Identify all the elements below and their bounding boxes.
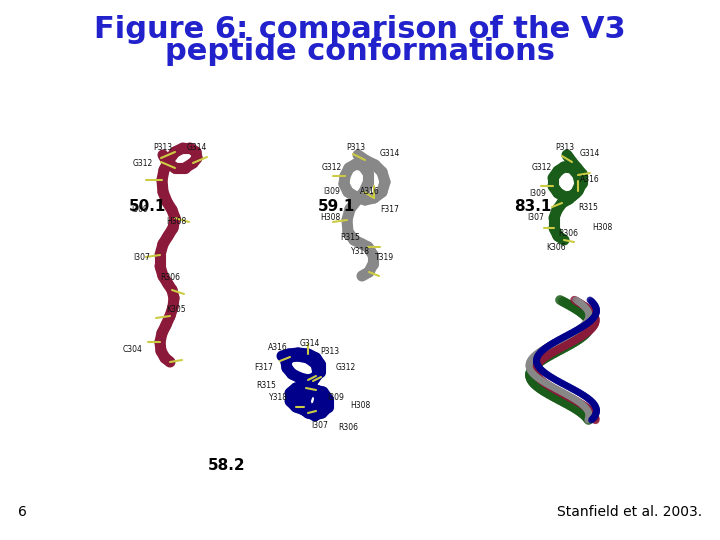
Text: peptide conformations: peptide conformations bbox=[165, 37, 555, 66]
Text: F317: F317 bbox=[381, 206, 400, 214]
Text: Stanfield et al. 2003.: Stanfield et al. 2003. bbox=[557, 505, 702, 519]
Text: G312: G312 bbox=[322, 164, 342, 172]
Text: R306: R306 bbox=[160, 273, 180, 282]
Text: I309: I309 bbox=[328, 394, 344, 402]
Text: A316: A316 bbox=[580, 176, 600, 185]
Text: G312: G312 bbox=[336, 363, 356, 373]
Text: R315: R315 bbox=[340, 233, 360, 242]
Text: H308: H308 bbox=[592, 224, 612, 233]
Text: T319: T319 bbox=[375, 253, 395, 262]
Text: A316: A316 bbox=[268, 343, 288, 353]
Text: 6: 6 bbox=[18, 505, 27, 519]
Text: G314: G314 bbox=[580, 150, 600, 159]
Text: Y318: Y318 bbox=[269, 394, 287, 402]
Text: I307: I307 bbox=[312, 421, 328, 429]
Text: Y318: Y318 bbox=[351, 247, 369, 256]
Text: I309: I309 bbox=[323, 187, 341, 197]
Text: H308: H308 bbox=[166, 218, 186, 226]
Text: G314: G314 bbox=[380, 150, 400, 159]
Text: I307: I307 bbox=[528, 213, 544, 222]
Text: Figure 6: comparison of the V3: Figure 6: comparison of the V3 bbox=[94, 16, 626, 44]
Text: R306: R306 bbox=[338, 423, 358, 433]
Text: 50.1: 50.1 bbox=[129, 199, 166, 214]
Text: 58.2: 58.2 bbox=[208, 458, 246, 473]
Text: G314: G314 bbox=[186, 144, 207, 152]
Text: C304: C304 bbox=[123, 346, 143, 354]
Text: I309: I309 bbox=[132, 206, 148, 214]
Text: P313: P313 bbox=[346, 144, 366, 152]
Text: G312: G312 bbox=[133, 159, 153, 167]
Text: 83.1: 83.1 bbox=[514, 199, 552, 214]
Text: I307: I307 bbox=[134, 253, 150, 262]
Text: R306: R306 bbox=[558, 230, 578, 239]
Text: 59.1: 59.1 bbox=[318, 199, 356, 214]
Text: H308: H308 bbox=[350, 402, 370, 410]
Text: K305: K305 bbox=[166, 306, 186, 314]
Text: F317: F317 bbox=[255, 363, 274, 373]
Text: A316: A316 bbox=[360, 187, 380, 197]
Text: P313: P313 bbox=[555, 144, 575, 152]
Text: R315: R315 bbox=[578, 204, 598, 213]
Text: P313: P313 bbox=[320, 348, 340, 356]
Text: G312: G312 bbox=[532, 164, 552, 172]
Text: G314: G314 bbox=[300, 340, 320, 348]
Text: K306: K306 bbox=[546, 244, 566, 253]
Text: P313: P313 bbox=[153, 144, 173, 152]
Text: H308: H308 bbox=[320, 213, 340, 222]
Text: I309: I309 bbox=[530, 188, 546, 198]
Text: R315: R315 bbox=[256, 381, 276, 389]
